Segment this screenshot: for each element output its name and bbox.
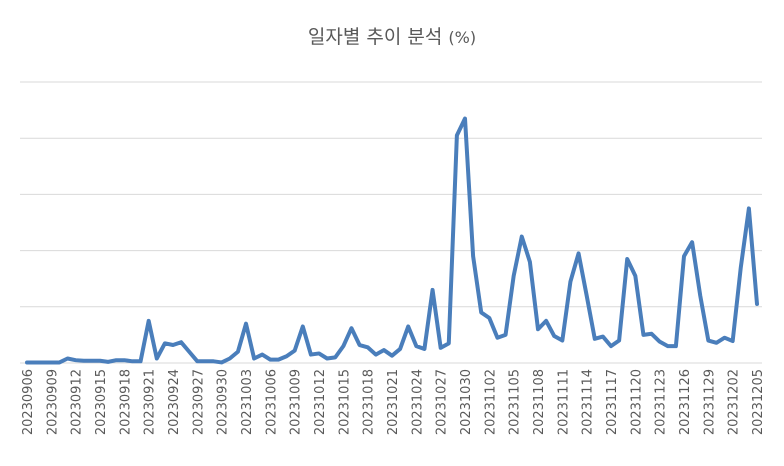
x-tick-label: 20231003 (240, 369, 255, 435)
x-tick-label: 20231027 (435, 369, 450, 435)
chart-title-text: 일자별 추이 분석 (307, 26, 443, 48)
x-tick-label: 20231102 (483, 369, 498, 435)
chart-title-unit: (%) (448, 28, 477, 47)
x-tick-label: 20231129 (702, 369, 717, 435)
x-tick-label: 20231018 (362, 369, 377, 435)
chart-title: 일자별 추이 분석 (%) (0, 22, 784, 49)
x-tick-label: 20230918 (118, 369, 133, 435)
series-line (25, 116, 759, 365)
x-tick-label: 20230915 (94, 369, 109, 435)
x-tick-label: 20230930 (216, 369, 231, 435)
gridlines (20, 81, 762, 308)
x-tick-label: 20231205 (751, 369, 766, 435)
x-tick-label: 20231117 (605, 369, 620, 435)
x-tick-label: 20230906 (21, 369, 36, 435)
x-tick-label: 20231126 (678, 369, 693, 435)
x-tick-label: 20231108 (532, 369, 547, 435)
x-tick-label: 20231105 (508, 369, 523, 435)
x-tick-label: 20230927 (191, 369, 206, 435)
x-tick-label: 20230921 (143, 369, 158, 435)
x-tick-label: 20231021 (386, 369, 401, 435)
x-tick-label: 20231006 (264, 369, 279, 435)
x-tick-label: 20230909 (45, 369, 60, 435)
x-tick-label: 20231015 (337, 369, 352, 435)
x-tick-label: 20230924 (167, 369, 182, 435)
x-tick-label: 20231009 (289, 369, 304, 435)
series-line-group (25, 116, 759, 365)
x-tick-label: 20231120 (629, 369, 644, 435)
x-tick-label: 20231202 (727, 369, 742, 435)
x-tick-label: 20230912 (70, 369, 85, 435)
x-tick-label: 20231114 (581, 369, 596, 435)
x-tick-label: 20231012 (313, 369, 328, 435)
x-tick-labels: 20230906 20230909 20230912 20230915 20230918… (21, 369, 766, 435)
x-tick-label: 20231123 (654, 369, 669, 435)
x-tick-label: 20231111 (556, 369, 571, 435)
x-tick-label: 20231024 (410, 369, 425, 435)
x-tick-label: 20231030 (459, 369, 474, 435)
